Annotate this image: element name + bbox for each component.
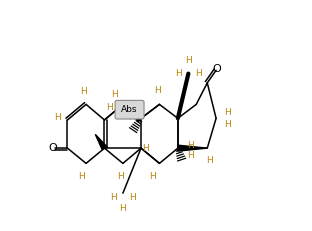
Text: H: H xyxy=(224,120,231,129)
Text: H: H xyxy=(149,171,156,180)
Polygon shape xyxy=(178,145,207,151)
Text: H: H xyxy=(117,171,124,180)
Text: H: H xyxy=(106,103,112,112)
Polygon shape xyxy=(123,104,144,122)
Text: H: H xyxy=(78,171,85,180)
Text: H: H xyxy=(119,204,126,213)
Text: H: H xyxy=(154,86,160,95)
Text: H: H xyxy=(110,193,117,202)
Text: H: H xyxy=(54,113,61,122)
Text: H: H xyxy=(206,156,213,165)
Text: H: H xyxy=(187,141,194,150)
Text: H: H xyxy=(111,90,118,99)
Text: H: H xyxy=(175,69,181,78)
Polygon shape xyxy=(95,134,107,150)
Text: H: H xyxy=(80,87,87,96)
Text: O: O xyxy=(213,64,222,74)
Text: H: H xyxy=(185,56,192,65)
Text: H: H xyxy=(195,69,202,78)
Text: H: H xyxy=(224,108,231,117)
Text: H: H xyxy=(142,144,149,153)
Text: H: H xyxy=(187,151,194,160)
Text: H: H xyxy=(129,193,135,202)
Text: O: O xyxy=(48,143,57,153)
FancyBboxPatch shape xyxy=(115,100,144,119)
Text: H: H xyxy=(129,113,135,122)
Text: Abs: Abs xyxy=(121,105,138,114)
